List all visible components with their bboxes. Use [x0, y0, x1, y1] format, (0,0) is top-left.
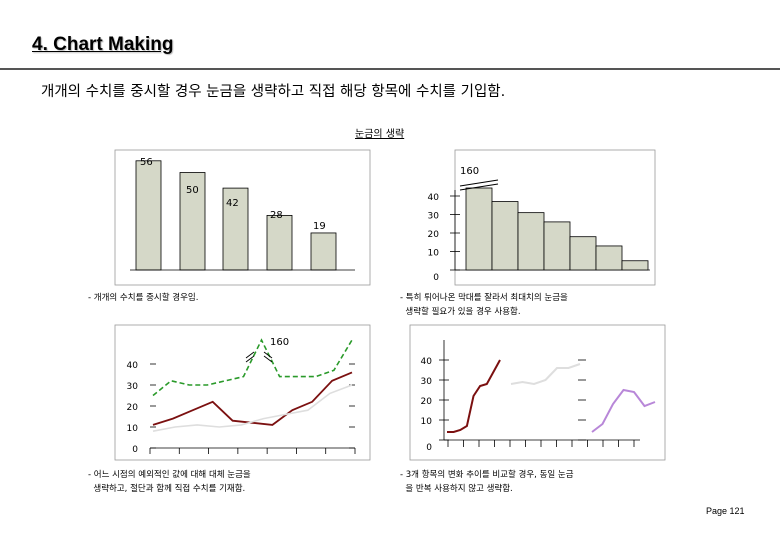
- chart1-frame: [114, 149, 371, 286]
- bar: [310, 232, 337, 271]
- chart1-bars: 56 50 42 28 19: [130, 157, 355, 271]
- y-tick-label: 20: [421, 397, 433, 407]
- data-label: 56: [140, 157, 153, 168]
- data-label: 42: [226, 198, 239, 209]
- y-tick-label: 10: [421, 417, 433, 427]
- bar: [465, 187, 493, 271]
- y-tick-label: 20: [127, 403, 139, 413]
- chart4-frame: [409, 324, 666, 461]
- y-tick-label: 40: [127, 361, 139, 371]
- chart3-lines: 0 10 20 30 40 160: [127, 337, 356, 455]
- caption-chart1: - 개개의 수치를 중시할 경우임.: [88, 293, 199, 303]
- bar: [543, 221, 571, 271]
- y-tick-label: 40: [421, 357, 433, 367]
- page-subtitle: 개개의 수치를 중시할 경우 눈금을 생략하고 직접 해당 항목에 수치를 기입…: [41, 84, 506, 100]
- page-title: 4. Chart Making: [32, 34, 174, 55]
- series-line: [152, 384, 353, 432]
- page-number: Page 121: [706, 506, 745, 516]
- chart2-bars: 0 10 20 30 40 160: [428, 166, 650, 283]
- bar: [266, 214, 293, 271]
- y-tick-label: 30: [127, 382, 139, 392]
- y-tick-label: 10: [428, 249, 440, 259]
- chart3-frame: [114, 324, 371, 461]
- section-label: 눈금의 생략: [355, 129, 405, 140]
- break-mark: [263, 355, 273, 363]
- bar: [135, 160, 162, 271]
- y-tick-label: 0: [132, 445, 138, 455]
- chart4-lines: 0 10 20 30 40: [421, 340, 656, 453]
- break-mark: [459, 183, 499, 191]
- break-mark: [459, 179, 499, 187]
- break-mark: [263, 351, 273, 359]
- y-tick-label: 30: [421, 377, 433, 387]
- panel-line: [447, 359, 501, 433]
- y-tick-label: 40: [428, 193, 440, 203]
- y-tick-label: 20: [428, 230, 440, 240]
- y-tick-label: 0: [426, 443, 432, 453]
- break-mark: [245, 351, 255, 359]
- y-tick-label: 0: [433, 273, 439, 283]
- series-line: [152, 371, 353, 426]
- bar: [595, 245, 623, 271]
- bar: [621, 260, 649, 271]
- caption-chart3: - 어느 시점의 예외적인 값에 대해 대체 눈금을 생략하고, 절단과 함께 …: [88, 470, 251, 494]
- bar: [222, 187, 249, 271]
- break-gap: [462, 181, 496, 187]
- data-label: 50: [186, 185, 199, 196]
- caption-chart2: - 특히 튀어나온 막대를 잘라서 최대치의 눈금을 생략할 필요가 있을 경우…: [400, 293, 568, 317]
- bar: [517, 212, 545, 271]
- panel-line: [510, 363, 581, 386]
- break-mark: [245, 355, 255, 363]
- break-value-label: 160: [270, 337, 289, 348]
- data-label: 19: [313, 221, 326, 232]
- caption-chart4: - 3개 항목의 변화 추이를 비교할 경우, 동일 눈금 을 반복 사용하지 …: [400, 470, 574, 494]
- break-value-label: 160: [460, 166, 479, 177]
- data-label: 28: [270, 210, 283, 221]
- bar: [491, 201, 519, 271]
- panel-line: [591, 388, 656, 433]
- series-line: [152, 338, 353, 397]
- y-tick-label: 10: [127, 424, 139, 434]
- bar: [569, 236, 597, 271]
- title-divider: [0, 68, 780, 70]
- y-tick-label: 30: [428, 212, 440, 222]
